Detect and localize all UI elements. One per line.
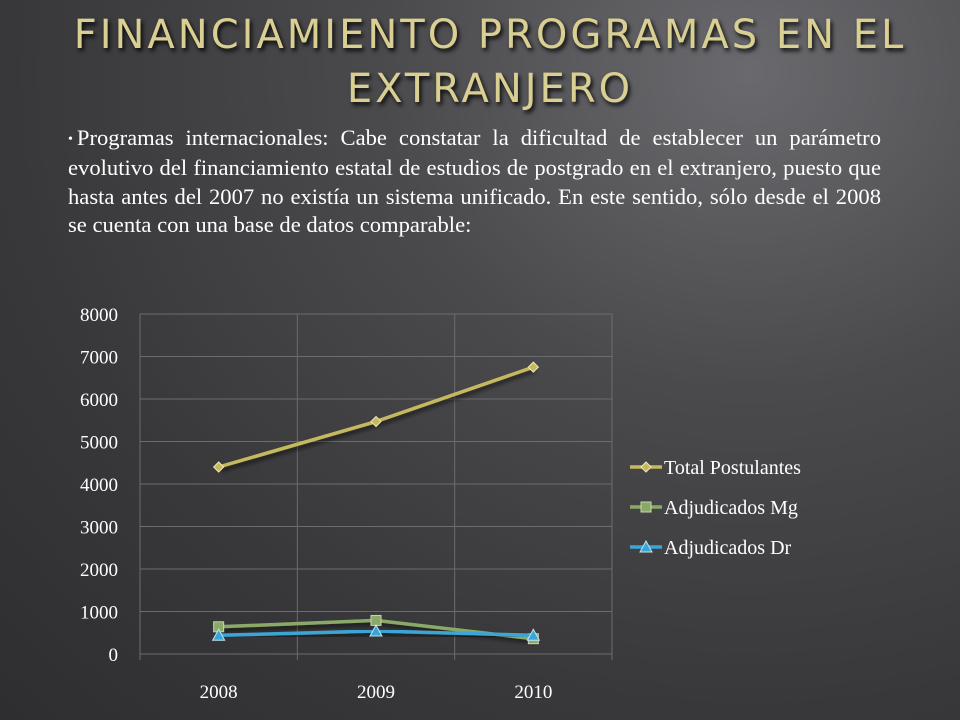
- data-point: [370, 614, 382, 626]
- legend-marker: [640, 501, 652, 513]
- data-point: [370, 415, 382, 428]
- legend-marker: [640, 461, 652, 473]
- bullet-marker: •: [68, 131, 73, 147]
- x-tick-label: 2010: [514, 682, 552, 703]
- y-tick-label: 3000: [80, 518, 118, 539]
- y-tick-label: 5000: [80, 433, 118, 454]
- data-point: [212, 461, 225, 473]
- legend-entry: Total Postulantes: [664, 457, 801, 479]
- y-tick-label: 8000: [80, 305, 118, 326]
- y-tick-label: 7000: [80, 348, 118, 369]
- legend-entry: Adjudicados Mg: [664, 497, 798, 519]
- x-tick-label: 2009: [357, 682, 395, 703]
- y-tick-label: 1000: [80, 603, 118, 624]
- paragraph-text: Programas internacionales: Cabe constata…: [68, 125, 881, 238]
- page-title: FINANCIAMIENTO PROGRAMAS EN EL EXTRANJER…: [73, 12, 907, 112]
- data-point: [369, 624, 383, 637]
- data-point: [526, 628, 541, 641]
- y-tick-label: 0: [109, 645, 119, 666]
- y-tick-label: 4000: [80, 475, 118, 496]
- legend-marker: [639, 539, 653, 553]
- body-paragraph: • Programas internacionales: Cabe constat…: [68, 124, 881, 240]
- legend-entry: Adjudicados Dr: [664, 537, 792, 559]
- y-tick-label: 6000: [80, 390, 118, 411]
- data-point: [211, 628, 226, 641]
- x-tick-label: 2008: [200, 682, 238, 703]
- y-tick-label: 2000: [80, 560, 118, 581]
- data-point: [527, 361, 540, 373]
